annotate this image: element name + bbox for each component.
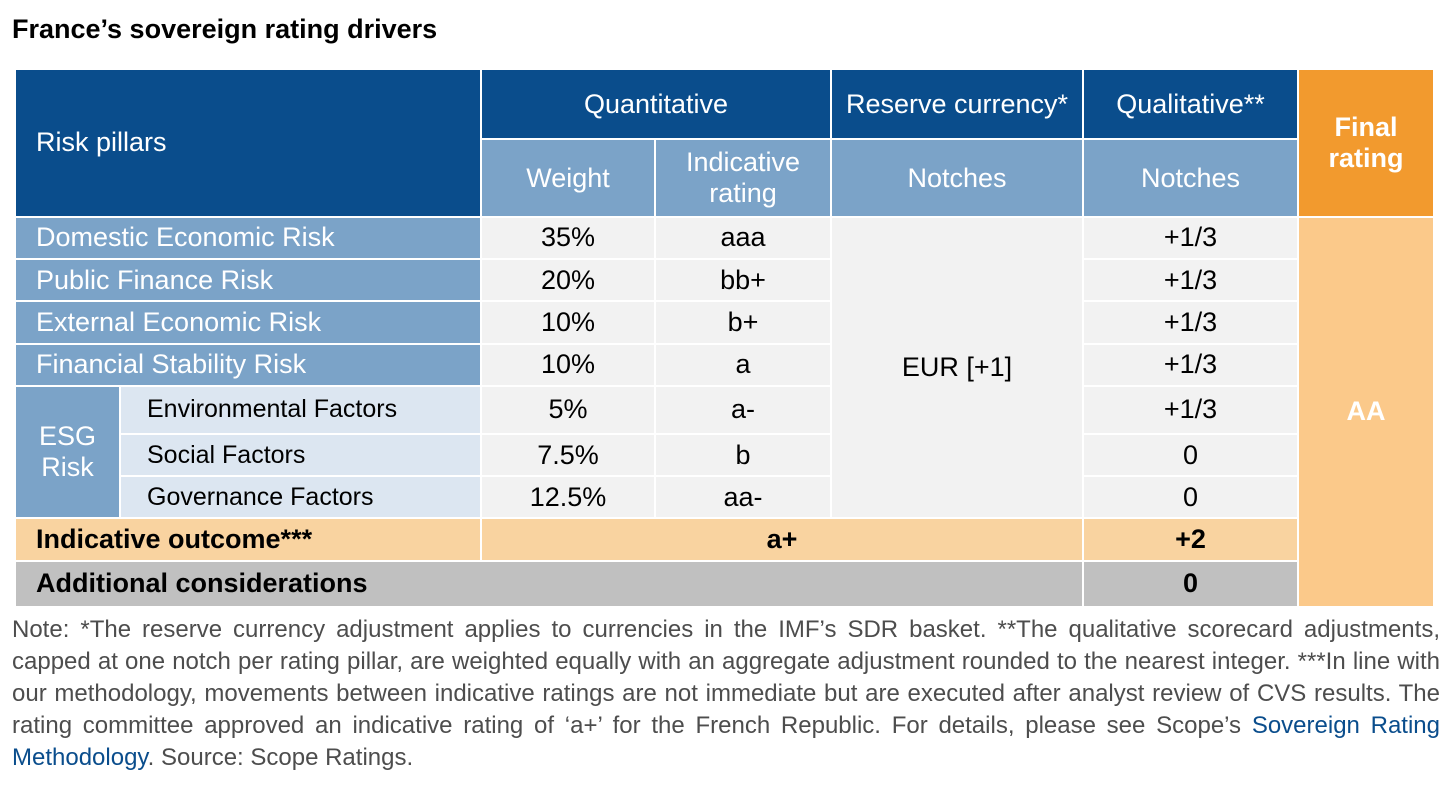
rating-cell: bb+ — [654, 258, 832, 303]
rating-drivers-table: Risk pillars Quantitative Reserve curren… — [14, 67, 1435, 609]
indicative-outcome-qualitative: +2 — [1082, 517, 1299, 562]
indicative-outcome-label: Indicative outcome*** — [14, 517, 482, 562]
qualitative-cell: 0 — [1082, 475, 1299, 520]
header-reserve-currency: Reserve currency* — [830, 67, 1084, 141]
qualitative-cell: +1/3 — [1082, 342, 1299, 387]
header-qualitative-notches: Notches — [1082, 138, 1299, 218]
page-title: France’s sovereign rating drivers — [12, 14, 438, 44]
table-row: ESG Risk Environmental Factors 5% a- +1/… — [14, 384, 1434, 520]
qualitative-cell: +1/3 — [1082, 258, 1299, 303]
qualitative-cell: +1/3 — [1082, 384, 1299, 436]
table-row: Public Finance Risk 20% bb+ +1/3 — [14, 258, 1434, 303]
footnote-text: Note: *The reserve currency adjustment a… — [12, 616, 1440, 739]
header-indicative-rating: Indicative rating — [654, 138, 832, 218]
table-row: Financial Stability Risk 10% a +1/3 — [14, 342, 1434, 387]
pillar-label: Domestic Economic Risk — [14, 215, 482, 261]
weight-cell: 12.5% — [480, 475, 656, 520]
pillar-label: External Economic Risk — [14, 300, 482, 345]
reserve-currency-value: EUR [+1] — [830, 215, 1084, 520]
rating-cell: a- — [654, 384, 832, 436]
rating-cell: b — [654, 433, 832, 478]
indicative-outcome-row: Indicative outcome*** a+ +2 — [14, 517, 1434, 562]
additional-considerations-label: Additional considerations — [14, 559, 1084, 609]
weight-cell: 10% — [480, 342, 656, 387]
table-row: Social Factors 7.5% b 0 — [15, 433, 1434, 478]
rating-cell: b+ — [654, 300, 832, 345]
esg-risk-label: ESG Risk — [14, 384, 121, 520]
weight-cell: 10% — [480, 300, 656, 345]
table-row: Governance Factors 12.5% aa- 0 — [15, 475, 1434, 520]
rating-cell: aaa — [654, 215, 832, 261]
rating-cell: a — [654, 342, 832, 387]
weight-cell: 7.5% — [480, 433, 656, 478]
header-risk-pillars: Risk pillars — [14, 68, 482, 218]
additional-considerations-value: 0 — [1082, 559, 1299, 609]
qualitative-cell: +1/3 — [1082, 300, 1299, 345]
footnote: Note: *The reserve currency adjustment a… — [12, 614, 1440, 774]
esg-factor-label: Governance Factors — [119, 475, 482, 520]
weight-cell: 5% — [480, 384, 656, 436]
esg-factor-label: Environmental Factors — [119, 384, 482, 436]
header-final-rating: Final rating — [1297, 68, 1435, 218]
methodology-link[interactable]: Sovereign Rating Methodology — [12, 712, 1440, 771]
final-rating-value: AA — [1297, 215, 1435, 609]
pillar-label: Public Finance Risk — [14, 258, 482, 303]
qualitative-cell: 0 — [1082, 433, 1299, 478]
qualitative-cell: +1/3 — [1082, 215, 1299, 261]
table-row: External Economic Risk 10% b+ +1/3 — [14, 300, 1434, 345]
weight-cell: 20% — [480, 258, 656, 303]
additional-considerations-row: Additional considerations 0 — [14, 559, 1434, 609]
table-row: Domestic Economic Risk 35% aaa EUR [+1] … — [14, 215, 1435, 609]
footnote-source: . Source: Scope Ratings. — [147, 744, 414, 771]
rating-cell: aa- — [654, 475, 832, 520]
header-qualitative: Qualitative** — [1082, 67, 1299, 141]
indicative-outcome-value: a+ — [480, 517, 1084, 562]
weight-cell: 35% — [480, 215, 656, 261]
header-quantitative: Quantitative — [480, 67, 832, 141]
header-reserve-notches: Notches — [830, 138, 1084, 218]
header-weight: Weight — [480, 138, 656, 218]
pillar-label: Financial Stability Risk — [14, 342, 482, 387]
esg-factor-label: Social Factors — [119, 433, 482, 478]
